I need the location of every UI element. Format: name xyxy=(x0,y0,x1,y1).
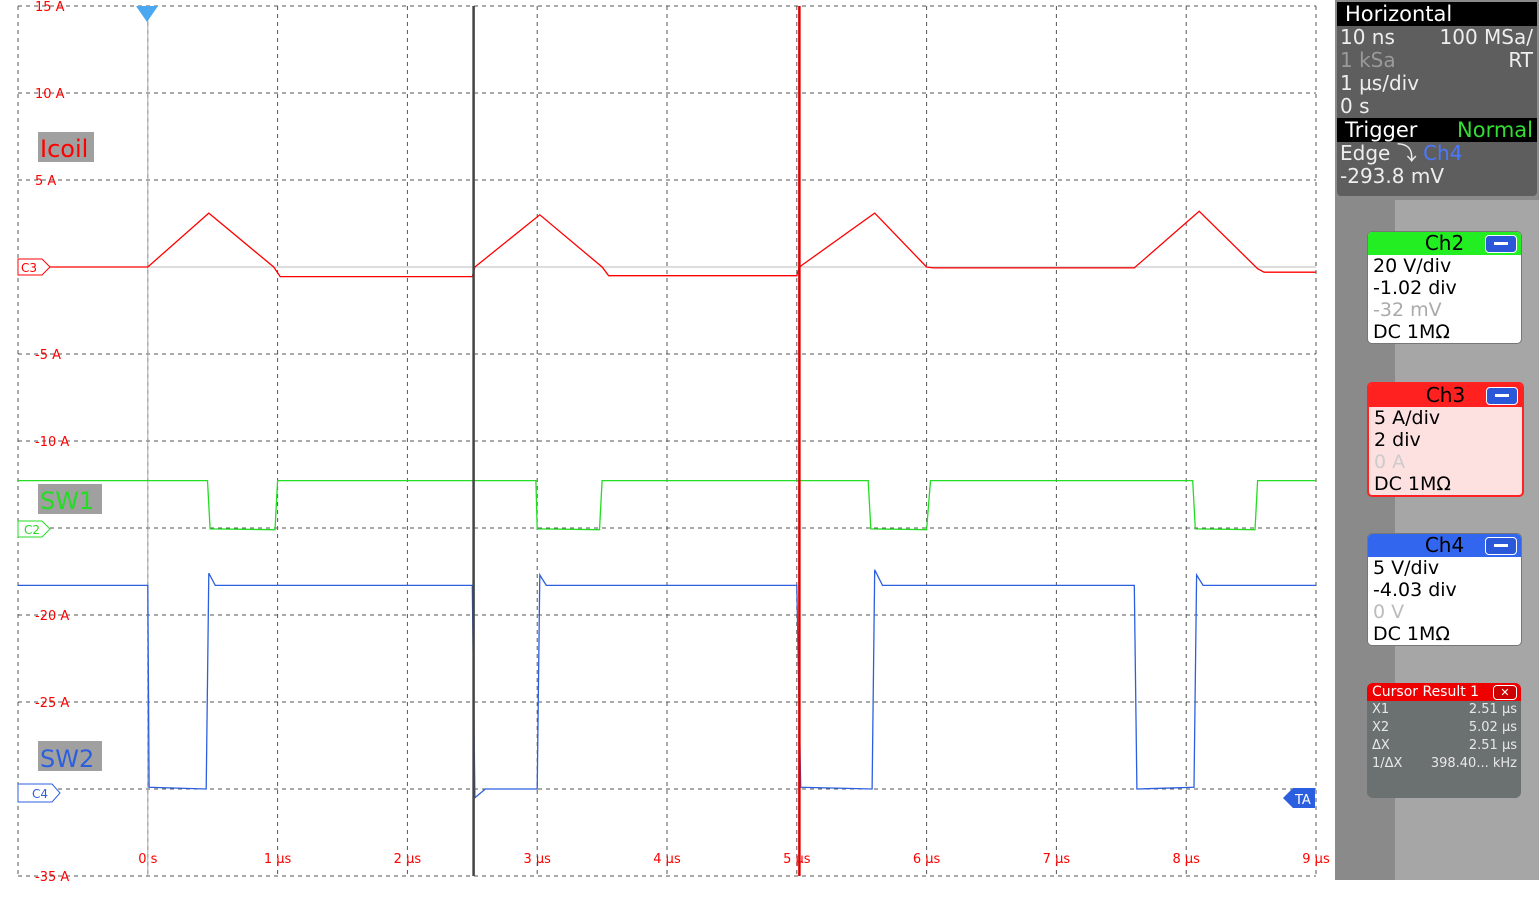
trigger-type: Edge xyxy=(1340,141,1391,165)
channel-box-ch4[interactable]: Ch4 5 V/div -4.03 div 0 V DC 1MΩ xyxy=(1367,533,1522,646)
cursor-value: 2.51 µs xyxy=(1468,738,1517,753)
y-tick-label: -25 A xyxy=(35,696,69,711)
cursor-result-title: Cursor Result 1 xyxy=(1372,684,1480,700)
x-tick-label: 1 µs xyxy=(264,852,292,867)
horizontal-title: Horizontal xyxy=(1337,2,1537,26)
cursor-value: 2.51 µs xyxy=(1468,702,1517,717)
close-icon[interactable]: ✕ xyxy=(1493,685,1517,700)
x-tick-label: 6 µs xyxy=(913,852,941,867)
ch3-scale: 5 A/div xyxy=(1374,407,1441,429)
cursor-label: X1 xyxy=(1372,702,1390,717)
label-sw2: SW2 xyxy=(40,745,94,773)
waveform-icoil xyxy=(18,210,1316,278)
minimize-icon[interactable] xyxy=(1485,537,1517,555)
x-tick-label: 8 µs xyxy=(1172,852,1200,867)
ch4-coupling: DC 1MΩ xyxy=(1373,623,1450,645)
ch3-coupling: DC 1MΩ xyxy=(1374,473,1451,495)
trigger-mode: Normal xyxy=(1457,118,1533,142)
label-sw1: SW1 xyxy=(40,487,94,515)
sample-rate: 100 MSa/ xyxy=(1439,25,1533,49)
minimize-icon[interactable] xyxy=(1486,387,1518,405)
y-tick-label: 10 A xyxy=(35,87,65,102)
label-icoil: Icoil xyxy=(40,135,88,163)
svg-text:TA: TA xyxy=(1294,793,1311,808)
channel-box-ch2[interactable]: Ch2 20 V/div -1.02 div -32 mV DC 1MΩ xyxy=(1367,231,1522,344)
resolution: 10 ns xyxy=(1340,25,1395,49)
ch2-offset: -1.02 div xyxy=(1373,277,1457,299)
y-tick-label: -35 A xyxy=(35,870,69,885)
cursor-label: X2 xyxy=(1372,720,1390,735)
trigger-header[interactable]: Trigger Normal xyxy=(1337,118,1537,142)
record-length: 1 kSa xyxy=(1340,48,1396,72)
x-tick-label: 7 µs xyxy=(1043,852,1071,867)
timebase: 1 µs/div xyxy=(1340,71,1420,95)
ch3-title: Ch3 xyxy=(1425,383,1466,407)
y-tick-label: 15 A xyxy=(35,0,65,15)
x-tick-label: 3 µs xyxy=(523,852,551,867)
y-tick-label: -20 A xyxy=(35,609,69,624)
y-tick-label: -10 A xyxy=(35,435,69,450)
trigger-level: -293.8 mV xyxy=(1340,164,1444,188)
svg-text:C3: C3 xyxy=(21,261,37,275)
waveform-display[interactable]: 15 A 10 A 5 A -5 A -10 A -20 A -25 A -35 A 0 s 1… xyxy=(0,0,1335,906)
ch3-position: 0 A xyxy=(1374,451,1406,473)
label-sw1-bg xyxy=(38,484,102,514)
cursor-value: 5.02 µs xyxy=(1468,720,1517,735)
channel-box-ch3[interactable]: Ch3 5 A/div 2 div 0 A DC 1MΩ xyxy=(1367,382,1524,497)
ch2-title: Ch2 xyxy=(1424,231,1465,255)
falling-edge-icon: ⤵ xyxy=(1396,141,1417,165)
trigger-position-icon[interactable] xyxy=(136,6,158,22)
cursor-value: 398.40... kHz xyxy=(1430,756,1517,771)
marker-c4[interactable]: C4 xyxy=(17,783,61,803)
minimize-icon[interactable] xyxy=(1485,235,1517,253)
ch4-scale: 5 V/div xyxy=(1373,557,1440,579)
marker-c2[interactable]: C2 xyxy=(17,520,51,538)
x-tick-label: 5 µs xyxy=(783,852,811,867)
waveform-sw2 xyxy=(18,569,1316,800)
y-tick-label: -5 A xyxy=(35,348,61,363)
cursor-row-x2: X2 5.02 µs xyxy=(1367,719,1521,737)
cursor-label: ΔX xyxy=(1372,738,1390,753)
horizontal-position: 0 s xyxy=(1340,94,1370,118)
svg-text:C4: C4 xyxy=(32,787,48,801)
waveform-sw1 xyxy=(18,479,1316,531)
acq-mode: RT xyxy=(1508,48,1533,72)
label-icoil-bg xyxy=(38,132,94,162)
marker-c3[interactable]: C3 xyxy=(17,258,51,276)
ch3-offset: 2 div xyxy=(1374,429,1421,451)
svg-text:C2: C2 xyxy=(24,523,40,537)
cursor-row-x1: X1 2.51 µs xyxy=(1367,701,1521,719)
x-tick-label: 9 µs xyxy=(1302,852,1330,867)
x-tick-label: 4 µs xyxy=(653,852,681,867)
ch4-offset: -4.03 div xyxy=(1373,579,1457,601)
ch2-scale: 20 V/div xyxy=(1373,255,1452,277)
trigger-source: Ch4 xyxy=(1423,141,1463,165)
y-tick-label: 5 A xyxy=(35,174,56,189)
horizontal-panel[interactable]: Horizontal 10 ns 100 MSa/ 1 kSa RT 1 µs/di… xyxy=(1337,2,1537,196)
x-tick-label: 0 s xyxy=(138,852,157,867)
ch4-position: 0 V xyxy=(1373,601,1405,623)
trigger-title: Trigger xyxy=(1345,118,1418,142)
cursor-row-inv-dx: 1/ΔX 398.40... kHz xyxy=(1367,755,1521,773)
label-sw2-bg xyxy=(38,741,102,771)
trigger-level-marker[interactable]: TA xyxy=(1283,788,1315,808)
ch2-position: -32 mV xyxy=(1373,299,1442,321)
x-tick-label: 2 µs xyxy=(394,852,422,867)
ch2-coupling: DC 1MΩ xyxy=(1373,321,1450,343)
ch4-title: Ch4 xyxy=(1424,533,1465,557)
cursor-row-dx: ΔX 2.51 µs xyxy=(1367,737,1521,755)
cursor-label: 1/ΔX xyxy=(1372,756,1403,771)
cursor-result-panel[interactable]: Cursor Result 1 ✕ X1 2.51 µs X2 5.02 µs ΔX 2… xyxy=(1367,683,1521,798)
